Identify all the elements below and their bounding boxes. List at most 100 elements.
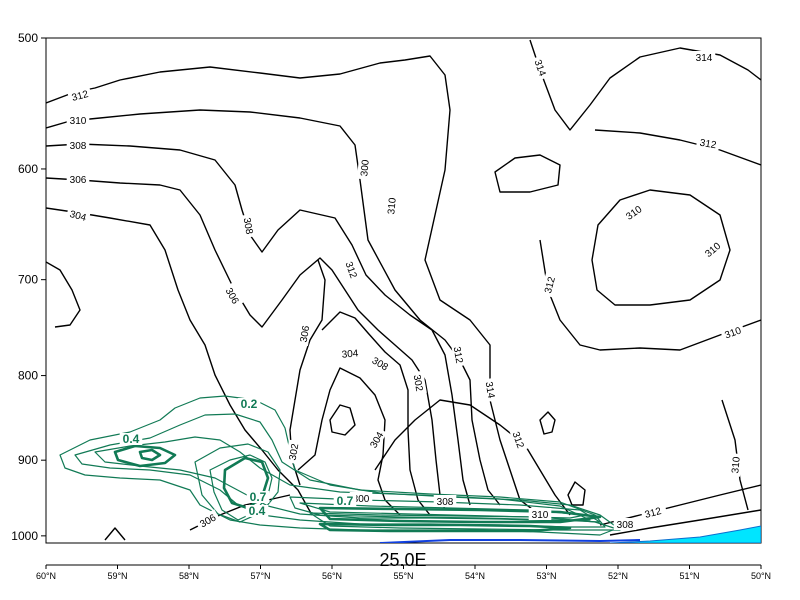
green-contour-label: 0.4 xyxy=(119,432,143,446)
contour-label-text: 306 xyxy=(70,175,87,186)
contour-label: 304 xyxy=(65,206,91,224)
contour-label-text: 312 xyxy=(644,506,663,521)
x-tick-label: 50°N xyxy=(751,571,771,581)
contour-label-text: 312 xyxy=(451,346,465,365)
contour-label: 312 xyxy=(640,503,666,521)
contour-label-text: 300 xyxy=(359,159,371,177)
x-tick-label: 55°N xyxy=(393,571,413,581)
green-contour-label: 0.7 xyxy=(246,490,270,504)
green-contour-bold-left xyxy=(113,444,177,468)
contour-label: 310 xyxy=(728,453,743,477)
contour-line-304 xyxy=(46,207,313,516)
x-tick-label: 56°N xyxy=(322,571,342,581)
contour-label-text: 300 xyxy=(353,494,370,505)
surface-cyan-fill xyxy=(609,525,761,543)
plot-frame xyxy=(45,37,762,544)
contour-label: 312 xyxy=(696,135,721,152)
contour-label: 310 xyxy=(66,114,90,127)
contour-label-text: 304 xyxy=(68,209,87,224)
green-contour-outer xyxy=(59,395,619,536)
contour-label: 308 xyxy=(66,139,90,152)
y-tick-label: 600 xyxy=(18,162,38,176)
contour-line-310 xyxy=(46,109,501,506)
contour-line-314 xyxy=(529,39,761,131)
contour-label-text: 302 xyxy=(411,374,425,393)
contour-label: 310 xyxy=(384,194,399,218)
green-contour-bold-left-inner xyxy=(138,448,162,462)
green-contour-bold-band xyxy=(318,506,602,524)
contour-label-text: 310 xyxy=(386,197,398,215)
x-tick-label: 54°N xyxy=(465,571,485,581)
green-contour-bold-band-2 xyxy=(318,522,572,533)
contour-label: 304 xyxy=(338,346,362,361)
contour-label-text: 312 xyxy=(71,89,90,104)
contour-label-text: 304 xyxy=(341,348,359,360)
x-axis: 60°N 59°N 58°N 57°N 56°N 55°N 54°N 53°N 52°N 51°N… xyxy=(36,564,771,581)
green-contour-label: 0.7 xyxy=(333,494,357,508)
contour-label: 312 xyxy=(67,86,93,104)
contour-label: 310 xyxy=(719,322,746,342)
contour-label: 312 xyxy=(342,256,362,283)
contour-label: 312 xyxy=(451,342,467,367)
x-tick-label: 51°N xyxy=(679,571,699,581)
contour-line-312-right xyxy=(539,239,761,351)
theta-contours xyxy=(46,39,761,541)
contour-label: 310 xyxy=(620,200,647,224)
contour-label-text: 314 xyxy=(696,53,713,64)
contour-closed-small-a xyxy=(494,154,561,193)
y-tick-label: 700 xyxy=(18,273,38,287)
green-contour-label: 0.4 xyxy=(245,504,269,518)
contour-line-308-lower-right xyxy=(609,509,761,536)
contour-label: 300 xyxy=(357,156,372,180)
contour-label-text: 302 xyxy=(288,442,302,461)
contour-label-text: 310 xyxy=(70,116,87,127)
contour-line-310-right xyxy=(591,189,731,306)
contour-label-text: 312 xyxy=(699,138,718,152)
contour-label: 306 xyxy=(222,282,244,309)
contour-closed-small-d xyxy=(567,481,586,506)
green-contour-3 xyxy=(94,436,591,522)
contour-label: 312 xyxy=(540,272,558,298)
contour-closed-small-c xyxy=(539,411,556,435)
x-tick-label: 59°N xyxy=(107,571,127,581)
green-contour-2 xyxy=(74,413,606,528)
contour-label-text: 310 xyxy=(532,510,549,521)
contour-line-308 xyxy=(46,143,471,506)
x-tick-label: 58°N xyxy=(179,571,199,581)
green-contour-label: 0.2 xyxy=(237,397,261,411)
green-contour-label-text: 0.7 xyxy=(337,494,354,508)
contour-line-bottom-left xyxy=(104,527,126,541)
contour-label: 308 xyxy=(613,518,637,531)
contour-label: 306 xyxy=(296,321,313,346)
green-contour-5 xyxy=(194,443,281,523)
contour-label: 312 xyxy=(509,426,529,453)
y-tick-label: 800 xyxy=(18,369,38,383)
contour-label-text: 308 xyxy=(617,520,634,531)
contour-label-text: 306 xyxy=(299,324,313,343)
x-tick-label: 53°N xyxy=(536,571,556,581)
contour-line-312-upper xyxy=(46,55,541,516)
contour-line-312-upper-right xyxy=(594,129,761,166)
contour-line-left-edge xyxy=(46,261,81,328)
green-contour-label-text: 0.2 xyxy=(241,397,258,411)
contour-label-text: 308 xyxy=(70,141,87,152)
contour-label-text: 308 xyxy=(241,217,255,236)
contour-line-306 xyxy=(46,177,446,511)
y-tick-label: 900 xyxy=(18,453,38,467)
contour-label: 308 xyxy=(433,495,457,508)
y-tick-label: 1000 xyxy=(11,529,38,543)
green-contour-label-text: 0.4 xyxy=(123,432,140,446)
contour-label: 310 xyxy=(699,237,725,262)
x-tick-label: 52°N xyxy=(608,571,628,581)
contour-label: 314 xyxy=(692,51,716,64)
contour-label: 306 xyxy=(66,173,90,186)
contour-label-text: 312 xyxy=(543,275,558,294)
x-tick-label: 60°N xyxy=(36,571,56,581)
y-axis: 500 600 700 800 900 1000 xyxy=(11,31,46,543)
green-contour-label-text: 0.7 xyxy=(250,490,267,504)
y-tick-label: 500 xyxy=(18,31,38,45)
surface-blue-line xyxy=(379,539,641,543)
contour-label: 302 xyxy=(285,439,302,464)
contour-label: 310 xyxy=(528,508,552,521)
contour-label-text: 308 xyxy=(437,497,454,508)
